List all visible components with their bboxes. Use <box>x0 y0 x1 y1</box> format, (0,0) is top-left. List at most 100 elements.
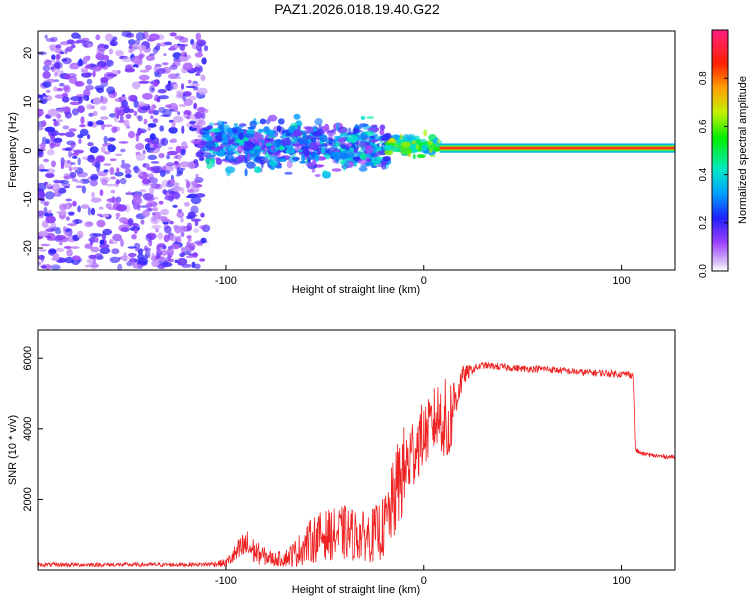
spectrogram-cell <box>270 136 274 145</box>
spectrogram-cell <box>353 148 359 153</box>
spectrogram-cell <box>77 105 85 113</box>
spectrogram-cell <box>106 86 115 95</box>
spectrogram-cell <box>153 196 159 200</box>
colorbar-tick-label: 0.8 <box>698 71 709 85</box>
spectrogram-cell <box>61 106 71 112</box>
spectrogram-cell <box>109 256 121 263</box>
spectrogram-cell <box>275 165 282 169</box>
spectrogram-cell <box>131 234 137 240</box>
spectrogram-cell <box>164 225 172 234</box>
spectrogram-cell <box>46 225 56 229</box>
spectrogram-cell <box>100 105 107 111</box>
spectrogram-cell <box>120 238 124 247</box>
spectrogram-cell <box>159 42 167 47</box>
spectrogram-cell <box>129 43 133 49</box>
spectrogram-cell <box>125 113 132 119</box>
spectrogram-cell <box>151 260 160 268</box>
spectrogram-y-tick-label: 20 <box>22 47 34 59</box>
spectrogram-cell <box>200 74 206 82</box>
spectrogram-cell <box>124 67 136 73</box>
spectrogram-cell <box>400 141 411 148</box>
spectrogram-cell <box>64 232 70 237</box>
spectrogram-cell <box>249 120 257 128</box>
spectrogram-cell <box>206 163 213 170</box>
spectrogram-cell <box>254 156 263 164</box>
spectrogram-cell <box>423 129 428 137</box>
spectrogram-cell <box>107 144 116 153</box>
spectrogram-cell <box>175 145 182 153</box>
spectrogram-cell <box>121 159 125 165</box>
spectrogram-cell <box>44 264 52 270</box>
spectrogram-cell <box>94 236 99 243</box>
spectrogram-cell <box>174 259 178 264</box>
spectrogram-cell <box>43 59 52 67</box>
colorbar-tick-label: 0.2 <box>698 215 709 229</box>
spectrogram-y-tick-label: 0 <box>22 147 34 153</box>
spectrogram-cell <box>265 142 272 147</box>
spectrogram-cell <box>56 113 62 119</box>
spectrogram-cell <box>203 45 209 52</box>
spectrogram-cell <box>181 187 185 195</box>
spectrogram-cell <box>86 78 93 85</box>
spectrogram-cell <box>98 206 104 210</box>
spectrogram-cell <box>194 263 201 270</box>
spectrogram-cell <box>90 207 96 216</box>
spectrogram-cell <box>75 180 84 184</box>
colorbar-tick-label: 0.6 <box>698 119 709 133</box>
spectrogram-cell <box>149 85 156 94</box>
spectrogram-cell <box>135 133 140 142</box>
spectrogram-cell <box>180 231 185 237</box>
spectrogram-y-tick-label: 10 <box>22 96 34 108</box>
spectrogram-cell <box>149 53 156 56</box>
spectrogram-cell <box>272 152 280 156</box>
spectrogram-cell <box>104 33 114 42</box>
spectrogram-cell <box>157 89 167 94</box>
spectrogram-cell <box>243 143 255 150</box>
spectrogram-cell <box>370 135 375 139</box>
spectrogram-cell <box>194 111 203 119</box>
spectrogram-cell <box>38 255 45 260</box>
spectrogram-cell <box>155 228 159 233</box>
spectrogram-cell <box>38 215 45 219</box>
spectrogram-cell <box>123 119 130 127</box>
spectrogram-cell <box>305 162 316 167</box>
spectrogram-cell <box>339 152 349 160</box>
spectrogram-cell <box>305 136 317 139</box>
spectrogram-cell <box>97 171 108 177</box>
spectrogram-cell <box>87 134 91 140</box>
spectrogram-cell <box>337 126 348 134</box>
spectrogram-cell <box>160 208 170 216</box>
spectrogram-cell <box>40 142 46 150</box>
spectrogram-cell <box>46 237 57 241</box>
spectrogram-cell <box>388 137 396 144</box>
spectrogram-cell <box>86 43 94 48</box>
colorbar-tick-label: 0.0 <box>698 264 709 278</box>
spectrogram-cell <box>139 172 143 176</box>
spectrogram-cell <box>55 229 62 235</box>
spectrogram-cell <box>87 142 94 147</box>
spectrogram-cell <box>204 157 216 164</box>
spectrogram-cell <box>368 139 379 143</box>
colorbar-tick-label: 0.4 <box>698 167 709 181</box>
spectrogram-cell <box>99 239 105 246</box>
spectrogram-cell <box>152 206 159 212</box>
spectrogram-cell <box>127 246 137 249</box>
spectrogram-cell <box>124 168 132 175</box>
spectrogram-cell <box>157 243 166 248</box>
chart-title: PAZ1.2026.018.19.40.G22 <box>274 1 440 17</box>
spectrogram-cell <box>142 209 150 218</box>
spectrogram-cell <box>54 48 63 54</box>
spectrogram-cell <box>147 108 154 115</box>
spectrogram-x-ticks: -100 0 100 <box>215 265 631 287</box>
spectrogram-cell <box>108 48 114 55</box>
spectrogram-cell <box>173 191 180 200</box>
spectrogram-cell <box>145 55 156 61</box>
spectrogram-cell <box>346 153 355 159</box>
spectrogram-cell <box>268 161 279 167</box>
spectrogram-cell <box>102 228 112 236</box>
spectrogram-cell <box>147 123 157 128</box>
spectrogram-cell <box>178 225 188 233</box>
spectrogram-cell <box>183 114 188 118</box>
spectrogram-cell <box>190 205 199 214</box>
spectrogram-cell <box>114 114 118 123</box>
